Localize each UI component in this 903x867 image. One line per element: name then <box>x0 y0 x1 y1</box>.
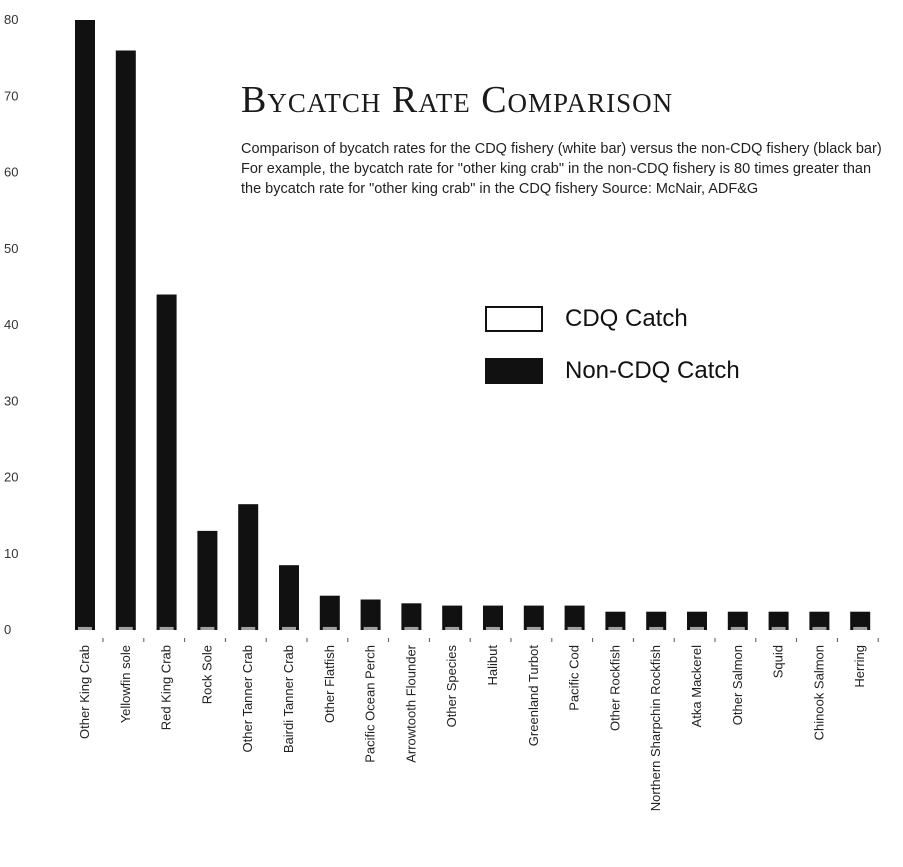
bar-cdq <box>730 626 745 630</box>
x-tick-label: Other Tanner Crab <box>240 645 255 752</box>
bar-non-cdq <box>279 565 299 630</box>
bar-cdq <box>282 626 296 630</box>
bar-cdq <box>567 626 582 630</box>
x-tick-label: Chinook Salmon <box>811 645 826 740</box>
bar-non-cdq <box>401 603 422 630</box>
bar-cdq <box>812 626 827 630</box>
x-tick-label: Halibut <box>485 645 500 686</box>
bar-non-cdq <box>483 605 503 630</box>
x-tick-label: Rock Sole <box>199 645 214 704</box>
x-tick-label: Pacific Cod <box>567 645 582 711</box>
x-tick-label: Greenland Turbot <box>526 645 541 747</box>
bar-non-cdq <box>564 605 585 630</box>
x-tick-label: Bairdi Tanner Crab <box>281 645 296 753</box>
x-axis: Other King Crab Yellowfin sole Red King Cr… <box>77 638 879 811</box>
y-tick-label: 0 <box>4 622 11 637</box>
bar-non-cdq <box>442 605 463 630</box>
chart-title: Bycatch Rate Comparison <box>241 79 674 121</box>
x-tick-label: Other Flatfish <box>322 645 337 723</box>
bar-cdq <box>608 626 623 630</box>
bar-non-cdq <box>850 611 871 630</box>
bar-cdq <box>526 626 541 630</box>
bar-cdq <box>200 626 215 630</box>
bar-cdq <box>241 626 256 630</box>
x-tick-label: Other Species <box>444 645 459 728</box>
bar-non-cdq <box>768 611 789 630</box>
x-tick-label: Northern Sharpchin Rockfish <box>648 645 663 811</box>
bar-non-cdq <box>238 504 259 630</box>
y-tick-label: 60 <box>4 165 18 180</box>
legend-label-cdq: CDQ Catch <box>565 305 688 332</box>
bar-non-cdq <box>319 595 340 630</box>
bar-non-cdq <box>360 599 381 630</box>
y-tick-label: 70 <box>4 88 18 103</box>
bars <box>75 20 871 630</box>
bar-non-cdq <box>115 50 136 630</box>
bar-cdq <box>445 626 460 630</box>
bar-cdq <box>853 626 868 630</box>
bar-cdq <box>486 626 500 630</box>
bar-non-cdq <box>605 611 626 630</box>
chart-subtitle: Comparison of bycatch rates for the CDQ … <box>241 141 882 197</box>
y-tick-label: 20 <box>4 470 18 485</box>
y-tick-label: 10 <box>4 546 18 561</box>
bar-non-cdq <box>75 20 95 630</box>
y-tick-label: 50 <box>4 241 18 256</box>
x-tick-label: Squid <box>771 645 786 678</box>
x-tick-label: Other King Crab <box>77 645 92 739</box>
x-tick-label: Pacific Ocean Perch <box>363 645 378 763</box>
legend-label-non-cdq: Non-CDQ Catch <box>565 357 740 384</box>
bar-cdq <box>690 626 704 630</box>
x-tick-label: Herring <box>852 645 867 688</box>
x-tick-label: Red King Crab <box>159 645 174 730</box>
bar-cdq <box>78 626 92 630</box>
bar-cdq <box>363 626 378 630</box>
bar-cdq <box>649 626 664 630</box>
bar-non-cdq <box>727 611 748 630</box>
legend-swatch-non-cdq <box>485 358 543 384</box>
y-tick-label: 80 <box>4 12 18 27</box>
bar-non-cdq <box>809 611 830 630</box>
bar-cdq <box>159 626 174 630</box>
bar-cdq <box>771 626 786 630</box>
x-tick-label: Other Rockfish <box>607 645 622 731</box>
legend-item-cdq: CDQ Catch <box>485 305 688 333</box>
bar-non-cdq <box>156 294 177 630</box>
bar-non-cdq <box>646 611 667 630</box>
bar-non-cdq <box>523 605 544 630</box>
bar-cdq <box>118 626 133 630</box>
x-tick-label: Arrowtooth Flounder <box>403 644 418 762</box>
y-tick-label: 30 <box>4 393 18 408</box>
legend-swatch-cdq <box>485 306 543 332</box>
bar-cdq <box>322 626 337 630</box>
x-tick-label: Yellowfin sole <box>118 645 133 723</box>
y-tick-label: 40 <box>4 317 18 332</box>
legend-item-non-cdq: Non-CDQ Catch <box>485 357 740 385</box>
bar-non-cdq <box>687 611 707 630</box>
x-tick-label: Atka Mackerel <box>689 645 704 727</box>
x-tick-label: Other Salmon <box>730 645 745 725</box>
bar-non-cdq <box>197 530 218 630</box>
y-axis: 0 10 20 30 40 50 60 70 80 <box>4 12 18 637</box>
bar-cdq <box>404 626 419 630</box>
